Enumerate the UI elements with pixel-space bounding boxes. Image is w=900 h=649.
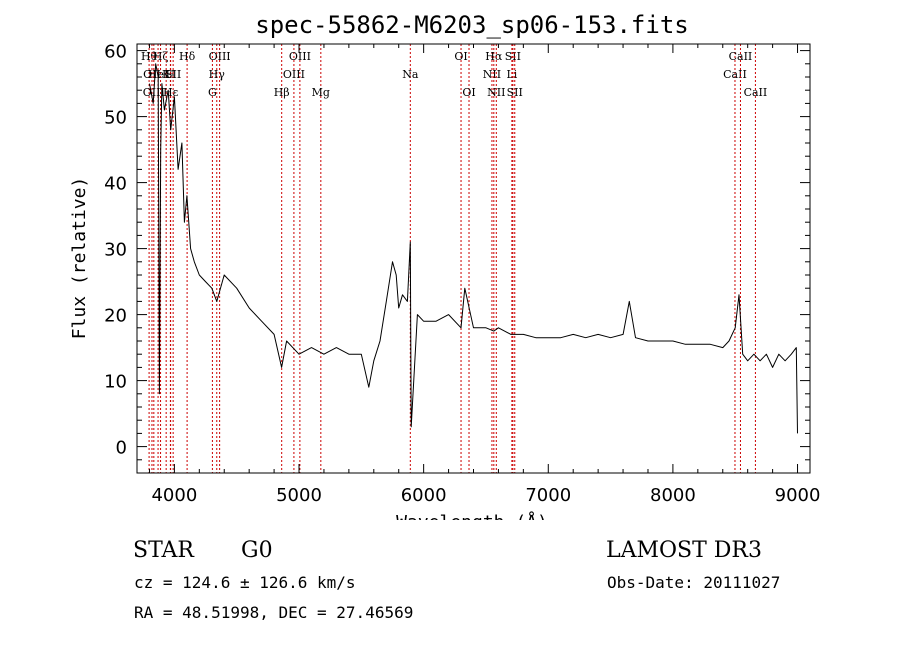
line-label-27: CaII: [729, 50, 753, 63]
x-tick-label-5: 9000: [775, 485, 821, 506]
line-label-17: Na: [402, 68, 419, 81]
observation-date: Obs-Date: 20111027: [607, 573, 781, 592]
line-label-18: OI: [454, 50, 467, 63]
line-label-8: SII: [165, 68, 181, 81]
line-label-20: NII: [483, 68, 501, 81]
y-tick-label-4: 40: [104, 174, 127, 195]
line-label-16: Mg: [312, 86, 330, 99]
y-tick-label-6: 60: [104, 42, 127, 63]
line-label-19: OI: [462, 86, 475, 99]
series-line-spectrum: [149, 63, 798, 434]
x-tick-label-0: 4000: [151, 485, 197, 506]
x-tick-label-1: 5000: [276, 485, 322, 506]
line-label-14: OIII: [283, 68, 305, 81]
line-label-28: CaII: [744, 86, 768, 99]
line-label-10: G: [208, 86, 217, 99]
line-label-22: NII: [487, 86, 505, 99]
line-label-12: OIII: [209, 50, 231, 63]
y-tick-label-1: 10: [104, 372, 127, 393]
line-label-6: H: [166, 68, 176, 81]
line-label-24: SII: [505, 50, 521, 63]
line-label-11: Hγ: [209, 68, 226, 81]
line-label-13: Hβ: [274, 86, 290, 99]
axis-ticks: 4000 5000 6000 7000 8000 9000 0 10 20 30 40 50 60: [104, 42, 820, 506]
y-tick-label-0: 0: [116, 438, 127, 459]
line-label-9: Hδ: [179, 50, 196, 63]
line-label-26: CaII: [723, 68, 747, 81]
survey-name: LAMOST DR3: [606, 538, 762, 563]
object-class: STAR: [133, 538, 194, 563]
line-label-25: SII: [507, 86, 523, 99]
line-label-3: Hζ: [153, 50, 169, 63]
emission-line-markers: HθOIIOIIIHζHeIKHHεSIIHδGHγOIIIHβOIIIOIII…: [141, 44, 767, 473]
spectrum-series: [149, 63, 798, 434]
line-label-21: Hα: [485, 50, 503, 63]
redshift-cz: cz = 124.6 ± 126.6 km/s: [134, 573, 356, 592]
x-tick-label-2: 6000: [401, 485, 447, 506]
chart-title: spec-55862-M6203_sp06-153.fits: [255, 11, 688, 39]
y-tick-label-5: 50: [104, 108, 127, 129]
line-label-5: K: [162, 68, 171, 81]
x-axis-label: Wavelength (Å): [396, 511, 548, 520]
plot-frame: [136, 43, 811, 474]
object-subclass: G0: [241, 538, 273, 563]
line-label-23: Li: [506, 68, 517, 81]
coordinates: RA = 48.51998, DEC = 27.46569: [134, 603, 414, 622]
y-axis-label: Flux (relative): [69, 177, 90, 340]
line-label-15: OIII: [289, 50, 311, 63]
line-label-1: OII: [143, 68, 161, 81]
x-tick-label-4: 8000: [650, 485, 696, 506]
y-tick-label-2: 20: [104, 306, 127, 327]
line-label-7: Hε: [163, 86, 179, 99]
y-tick-label-3: 30: [104, 240, 127, 261]
x-tick-label-3: 7000: [525, 485, 571, 506]
spectrum-chart: spec-55862-M6203_sp06-153.fits HθOIIOIII…: [69, 11, 820, 520]
